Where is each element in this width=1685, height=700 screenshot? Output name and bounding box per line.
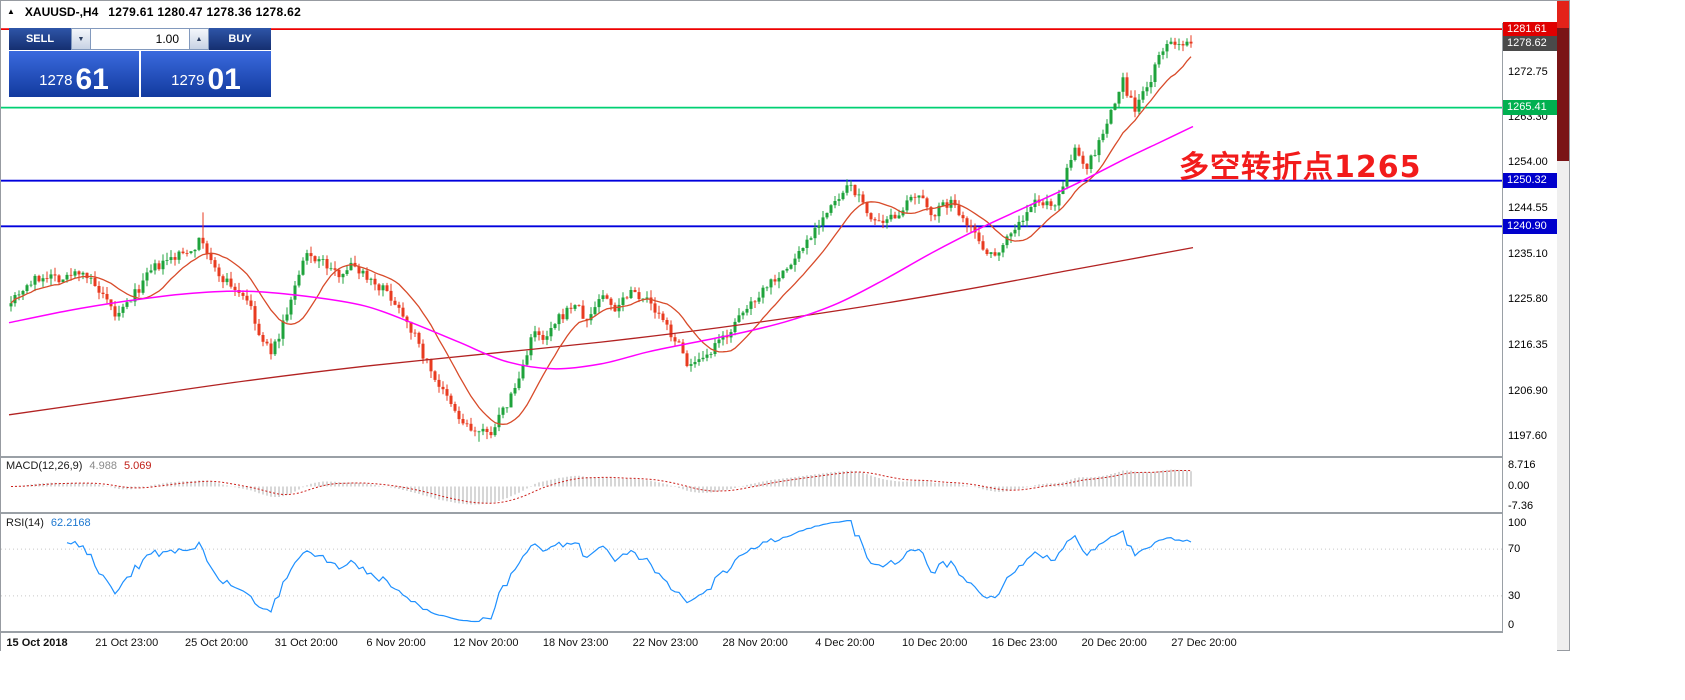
time-axis-separator [1, 631, 1567, 633]
price-tag-bid: 1278.62 [1503, 36, 1557, 52]
symbol-timeframe-label: XAUUSD-,H4 [24, 5, 99, 19]
time-tick-label: 20 Dec 20:00 [1081, 637, 1147, 649]
axis-tick-label: 1216.35 [1508, 338, 1548, 351]
time-tick-label: 21 Oct 23:00 [95, 637, 159, 649]
time-tick-label: 22 Nov 23:00 [632, 637, 699, 649]
axis-tick-label: 1254.00 [1508, 156, 1548, 169]
rsi-indicator-chart[interactable] [1, 514, 1503, 631]
macd-name: MACD(12,26,9) [6, 460, 83, 472]
buy-price-box[interactable]: 1279 01 [141, 51, 271, 97]
time-axis[interactable]: 15 Oct 2018 21 Oct 23:00 25 Oct 20:00 31 Oc… [1, 633, 1503, 651]
time-tick-label: 16 Dec 23:00 [991, 637, 1058, 649]
axis-tick-label: 8.716 [1508, 458, 1536, 471]
axis-tick-label: -7.36 [1508, 499, 1534, 512]
axis-tick-label: 70 [1508, 542, 1521, 555]
price-axis[interactable]: 1272.75 1263.30 1254.00 1244.55 1235.10 1225.… [1503, 1, 1557, 652]
time-tick-label: 27 Dec 20:00 [1171, 637, 1237, 649]
main-price-chart[interactable] [1, 23, 1503, 457]
macd-panel-separator[interactable] [1, 456, 1567, 458]
rsi-value: 62.2168 [50, 517, 91, 529]
volume-input[interactable] [91, 28, 189, 50]
scrollbar-segment-maroon [1557, 28, 1569, 161]
axis-tick-label: 100 [1508, 517, 1527, 529]
time-tick-label: 25 Oct 20:00 [185, 637, 248, 649]
axis-tick-label: 1272.75 [1508, 65, 1548, 78]
sell-price-box[interactable]: 1278 61 [9, 51, 139, 97]
time-tick-label: 4 Dec 20:00 [815, 637, 875, 649]
time-tick-label: 18 Nov 23:00 [542, 637, 609, 649]
axis-tick-label: 0 [1508, 618, 1515, 631]
ohlc-values: 1279.61 1280.47 1278.36 1278.62 [108, 5, 302, 19]
price-tag-support-2: 1240.90 [1503, 218, 1557, 234]
chart-titlebar: ▲ XAUUSD-,H4 1279.61 1280.47 1278.36 127… [1, 1, 1567, 23]
chart-annotation: 多空转折点1265 [1179, 150, 1422, 185]
axis-tick-label: 1197.60 [1508, 429, 1547, 442]
macd-indicator-chart[interactable] [1, 458, 1503, 512]
axis-tick-label: 1225.80 [1508, 293, 1548, 305]
sell-price-pips: 61 [75, 62, 109, 96]
price-tag-support-1: 1250.32 [1503, 173, 1557, 189]
time-tick-label: 28 Nov 20:00 [722, 637, 788, 649]
axis-tick-label: 0.00 [1508, 479, 1530, 492]
volume-increase-button[interactable]: ▲ [189, 28, 209, 50]
terminal-window: ▲ XAUUSD-,H4 1279.61 1280.47 1278.36 127… [0, 0, 1570, 652]
scrollbar-segment-red [1557, 1, 1569, 28]
buy-price-main: 1279 [171, 72, 205, 89]
price-tag-pivot-green: 1265.41 [1503, 100, 1557, 116]
macd-value-signal: 5.069 [123, 460, 152, 472]
time-tick-label: 12 Nov 20:00 [453, 637, 519, 649]
volume-decrease-button[interactable]: ▼ [71, 28, 91, 50]
price-axis-separator [1502, 23, 1503, 631]
time-tick-label: 10 Dec 20:00 [901, 637, 968, 649]
axis-tick-label: 1244.55 [1508, 202, 1548, 215]
time-tick-label: 15 Oct 2018 [6, 637, 68, 649]
price-tag-resistance: 1281.61 [1503, 22, 1557, 37]
rsi-panel-separator[interactable] [1, 512, 1567, 514]
macd-value-main: 4.988 [89, 460, 117, 472]
axis-tick-label: 1206.90 [1508, 384, 1548, 397]
right-scrollbar[interactable] [1557, 1, 1569, 650]
sell-button[interactable]: SELL [9, 28, 71, 50]
sell-price-main: 1278 [39, 72, 73, 89]
macd-label: MACD(12,26,9) 4.988 5.069 [6, 460, 151, 472]
axis-tick-label: 1235.10 [1508, 247, 1548, 260]
buy-button[interactable]: BUY [209, 28, 271, 50]
buy-price-pips: 01 [207, 62, 241, 96]
chart-icon: ▲ [7, 7, 15, 16]
rsi-label: RSI(14) 62.2168 [6, 517, 91, 529]
time-tick-label: 6 Nov 20:00 [366, 637, 426, 649]
time-tick-label: 31 Oct 20:00 [274, 637, 338, 649]
one-click-trade-panel: SELL ▼ ▲ BUY 1278 61 1279 01 [9, 28, 271, 97]
rsi-name: RSI(14) [6, 517, 44, 529]
axis-tick-label: 30 [1508, 589, 1521, 602]
